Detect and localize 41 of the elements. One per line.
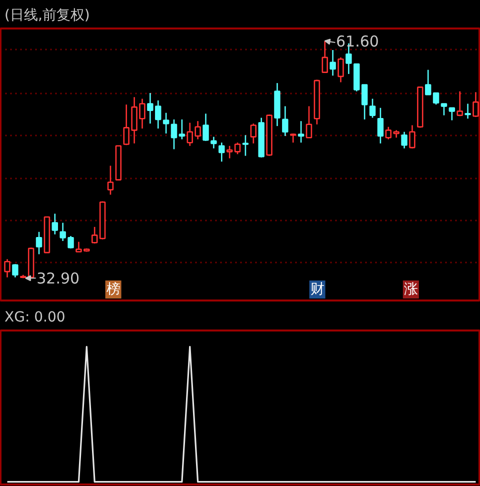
candlestick bbox=[91, 226, 98, 244]
candlestick bbox=[226, 145, 233, 159]
annotation: 涨 bbox=[404, 282, 418, 298]
candlestick bbox=[464, 103, 471, 120]
candlestick bbox=[202, 113, 209, 142]
candlestick bbox=[210, 136, 217, 150]
candlestick bbox=[401, 131, 408, 150]
candlestick bbox=[52, 213, 58, 236]
candlestick bbox=[218, 142, 225, 162]
candlestick bbox=[369, 98, 376, 118]
candlestick bbox=[162, 112, 170, 134]
candlestick bbox=[440, 103, 448, 116]
candlestick bbox=[12, 263, 18, 278]
candlestick bbox=[234, 142, 241, 155]
candlestick bbox=[409, 124, 416, 150]
candlestick bbox=[424, 69, 432, 96]
candlestick bbox=[330, 49, 336, 76]
annotation: 32.90 bbox=[36, 270, 80, 288]
candlestick bbox=[472, 92, 479, 118]
candlestick bbox=[250, 122, 257, 144]
chart-title: (日线,前复权) bbox=[4, 8, 90, 24]
candlestick bbox=[282, 106, 288, 137]
annotation: 财 bbox=[310, 282, 324, 298]
annotation: 榜 bbox=[106, 282, 120, 298]
chart-title: XG: 0.00 bbox=[4, 310, 66, 326]
candlestick bbox=[361, 84, 368, 120]
candlestick bbox=[36, 231, 42, 255]
candlestick bbox=[456, 90, 463, 117]
annotation: 61.60 bbox=[336, 32, 379, 50]
candlestick bbox=[322, 40, 328, 73]
candlestick bbox=[170, 118, 178, 150]
candlestick bbox=[338, 56, 344, 83]
candlestick bbox=[306, 106, 312, 138]
candlestick bbox=[432, 92, 440, 106]
candlestick bbox=[448, 107, 456, 121]
candlestick bbox=[4, 258, 10, 278]
candlestick bbox=[242, 134, 249, 156]
candlestick bbox=[377, 107, 384, 144]
candlestick bbox=[107, 165, 114, 196]
candlestick bbox=[178, 118, 186, 140]
candlestick bbox=[298, 120, 304, 144]
